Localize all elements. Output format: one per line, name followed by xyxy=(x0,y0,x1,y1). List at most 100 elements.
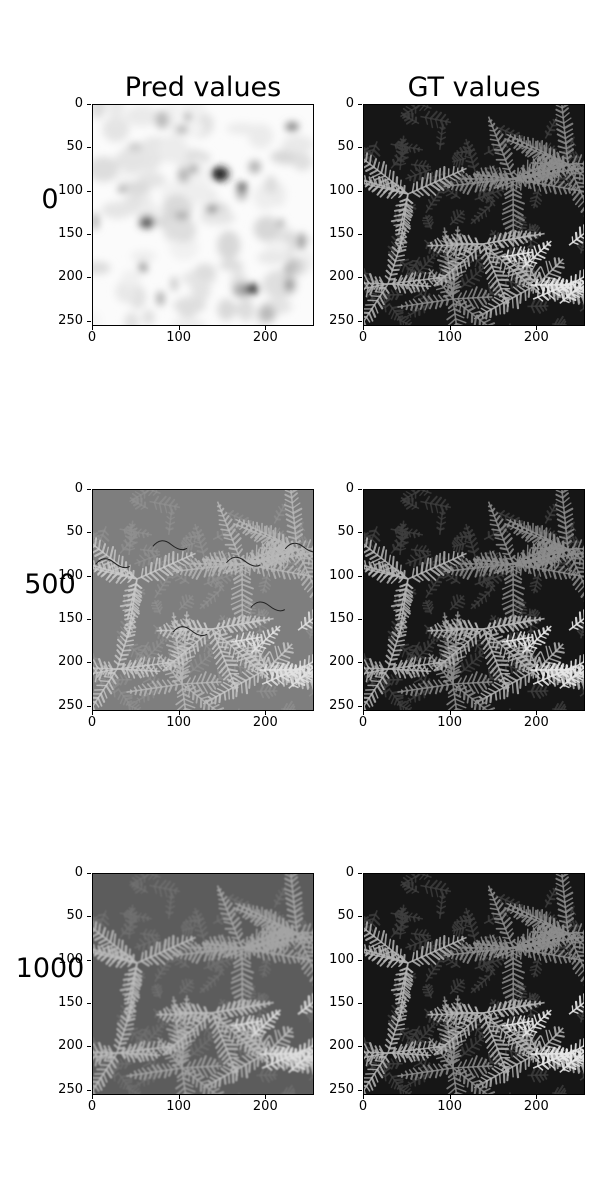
y-tick-label: 150 xyxy=(58,612,83,626)
y-tick-label: 50 xyxy=(66,525,83,539)
y-tick xyxy=(358,234,362,235)
y-tick xyxy=(358,147,362,148)
y-tick-label: 0 xyxy=(75,482,83,496)
y-tick-label: 100 xyxy=(329,184,354,198)
y-tick-label: 150 xyxy=(329,996,354,1010)
y-tick xyxy=(358,960,362,961)
column-title-pred: Pred values xyxy=(92,70,314,106)
y-tick-label: 150 xyxy=(58,996,83,1010)
y-tick-label: 200 xyxy=(58,1039,83,1053)
y-tick-label: 0 xyxy=(346,97,354,111)
panel-image xyxy=(92,104,314,326)
y-tick xyxy=(87,619,91,620)
y-tick-label: 150 xyxy=(58,227,83,241)
y-tick-label: 200 xyxy=(58,270,83,284)
y-tick-label: 200 xyxy=(329,1039,354,1053)
y-tick xyxy=(358,619,362,620)
y-tick-label: 250 xyxy=(329,699,354,713)
x-tick-label: 100 xyxy=(430,331,470,345)
y-tick-label: 200 xyxy=(329,270,354,284)
panel-gt-0: 0 50 100 150 200 250 0 100 200 xyxy=(363,104,585,326)
y-tick xyxy=(87,1090,91,1091)
y-tick-label: 100 xyxy=(58,569,83,583)
x-tick-label: 0 xyxy=(72,716,112,730)
y-tick xyxy=(87,1046,91,1047)
x-tick-label: 0 xyxy=(72,1100,112,1114)
panel-gt-500: 0 50 100 150 200 250 0 100 200 xyxy=(363,489,585,711)
x-tick-label: 100 xyxy=(430,1100,470,1114)
x-tick-label: 100 xyxy=(159,1100,199,1114)
y-tick-label: 50 xyxy=(337,525,354,539)
x-tick-label: 200 xyxy=(245,331,285,345)
y-tick xyxy=(87,662,91,663)
x-tick-label: 100 xyxy=(430,716,470,730)
y-tick xyxy=(87,873,91,874)
y-tick xyxy=(358,706,362,707)
y-tick xyxy=(87,191,91,192)
x-tick-label: 200 xyxy=(245,1100,285,1114)
y-tick-label: 100 xyxy=(329,569,354,583)
panel-pred-0: 0 50 100 150 200 250 0 100 200 xyxy=(92,104,314,326)
panel-image xyxy=(92,873,314,1095)
panel-image xyxy=(92,489,314,711)
y-tick xyxy=(87,489,91,490)
y-tick xyxy=(358,576,362,577)
y-tick-label: 250 xyxy=(58,314,83,328)
y-tick-label: 0 xyxy=(346,482,354,496)
y-tick-label: 0 xyxy=(75,97,83,111)
y-tick xyxy=(358,873,362,874)
x-tick-label: 0 xyxy=(343,1100,383,1114)
y-tick xyxy=(358,532,362,533)
y-tick-label: 150 xyxy=(329,612,354,626)
y-tick-label: 150 xyxy=(329,227,354,241)
y-tick-label: 100 xyxy=(58,184,83,198)
y-tick xyxy=(87,960,91,961)
y-tick xyxy=(87,916,91,917)
y-tick xyxy=(87,576,91,577)
y-tick xyxy=(358,104,362,105)
y-tick-label: 0 xyxy=(75,866,83,880)
y-tick-label: 250 xyxy=(58,699,83,713)
x-tick-label: 200 xyxy=(516,1100,556,1114)
y-tick-label: 50 xyxy=(66,140,83,154)
x-tick-label: 200 xyxy=(516,716,556,730)
y-tick-label: 250 xyxy=(329,314,354,328)
y-tick xyxy=(358,1046,362,1047)
x-tick-label: 0 xyxy=(343,716,383,730)
y-tick xyxy=(87,1003,91,1004)
y-tick-label: 250 xyxy=(329,1083,354,1097)
y-tick-label: 200 xyxy=(58,655,83,669)
y-tick xyxy=(358,191,362,192)
y-tick-label: 100 xyxy=(58,953,83,967)
x-tick-label: 200 xyxy=(245,716,285,730)
panel-pred-1000: 0 50 100 150 200 250 0 100 200 xyxy=(92,873,314,1095)
panel-gt-1000: 0 50 100 150 200 250 0 100 200 xyxy=(363,873,585,1095)
y-tick xyxy=(358,277,362,278)
y-tick-label: 0 xyxy=(346,866,354,880)
x-tick-label: 200 xyxy=(516,331,556,345)
y-tick xyxy=(87,147,91,148)
y-tick xyxy=(358,1003,362,1004)
y-tick xyxy=(358,662,362,663)
y-tick-label: 250 xyxy=(58,1083,83,1097)
x-tick-label: 0 xyxy=(72,331,112,345)
y-tick-label: 50 xyxy=(337,140,354,154)
column-title-gt: GT values xyxy=(363,70,585,106)
x-tick-label: 100 xyxy=(159,716,199,730)
panel-pred-500: 0 50 100 150 200 250 0 100 200 xyxy=(92,489,314,711)
y-tick xyxy=(358,321,362,322)
x-tick-label: 100 xyxy=(159,331,199,345)
panel-image xyxy=(363,489,585,711)
y-tick xyxy=(87,706,91,707)
y-tick-label: 100 xyxy=(329,953,354,967)
y-tick xyxy=(358,489,362,490)
panel-image xyxy=(363,104,585,326)
y-tick xyxy=(87,277,91,278)
y-tick xyxy=(87,532,91,533)
y-tick xyxy=(87,104,91,105)
x-tick-label: 0 xyxy=(343,331,383,345)
y-tick xyxy=(87,234,91,235)
y-tick xyxy=(87,321,91,322)
y-tick-label: 50 xyxy=(337,909,354,923)
panel-image xyxy=(363,873,585,1095)
